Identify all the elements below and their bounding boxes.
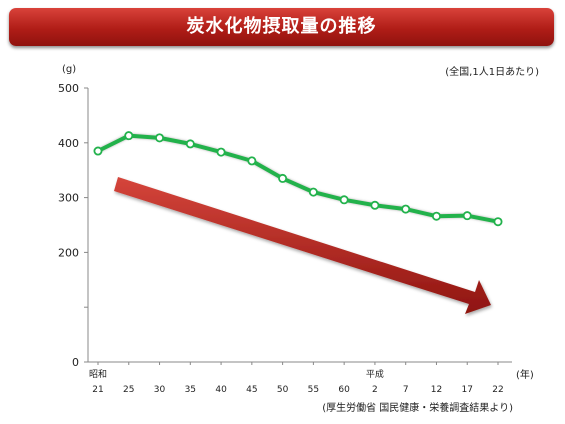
data-point [431,211,441,221]
data-point [247,156,257,166]
era-label: 平成 [366,368,384,380]
x-axis-unit-label: (年) [516,368,534,381]
data-point [370,200,380,210]
era-label: 昭和 [89,369,107,380]
data-point [401,204,411,214]
data-point [339,195,349,205]
x-tick-label: 21 [92,385,103,395]
x-tick-label: 35 [185,385,196,395]
data-point [124,131,134,141]
downward-trend-arrow [114,177,491,314]
x-tick-label: 60 [338,385,350,395]
data-point [185,139,195,149]
y-axis-unit-label: (g) [62,64,76,75]
data-point [93,146,103,156]
x-tick-label: 17 [462,385,473,395]
y-tick-label: 200 [58,246,79,259]
x-tick-label: 7 [403,385,409,395]
source-note: (厚生労働省 国民健康・栄養調査結果より) [322,403,513,414]
data-point [278,173,288,183]
x-tick-label: 2 [372,385,378,395]
data-point [155,133,165,143]
data-point [308,187,318,197]
x-tick-label: 55 [308,385,319,395]
title-banner: 炭水化物摂取量の推移 [9,8,554,46]
basis-note: (全国,1人1日あたり) [445,67,539,78]
y-tick-label: 300 [58,192,79,205]
chart-title: 炭水化物摂取量の推移 [186,16,377,37]
x-tick-label: 25 [123,385,134,395]
x-tick-label: 22 [492,385,503,395]
y-tick-label: 0 [72,356,79,369]
x-tick-label: 50 [277,385,289,395]
y-tick-label: 500 [58,82,79,95]
data-point [216,147,226,157]
x-tick-label: 40 [215,385,227,395]
data-point [493,217,503,227]
x-tick-label: 45 [246,385,257,395]
x-tick-label: 12 [431,385,442,395]
x-tick-label: 30 [154,385,166,395]
series-line [96,133,500,224]
data-point [462,211,472,221]
y-tick-label: 400 [58,137,79,150]
